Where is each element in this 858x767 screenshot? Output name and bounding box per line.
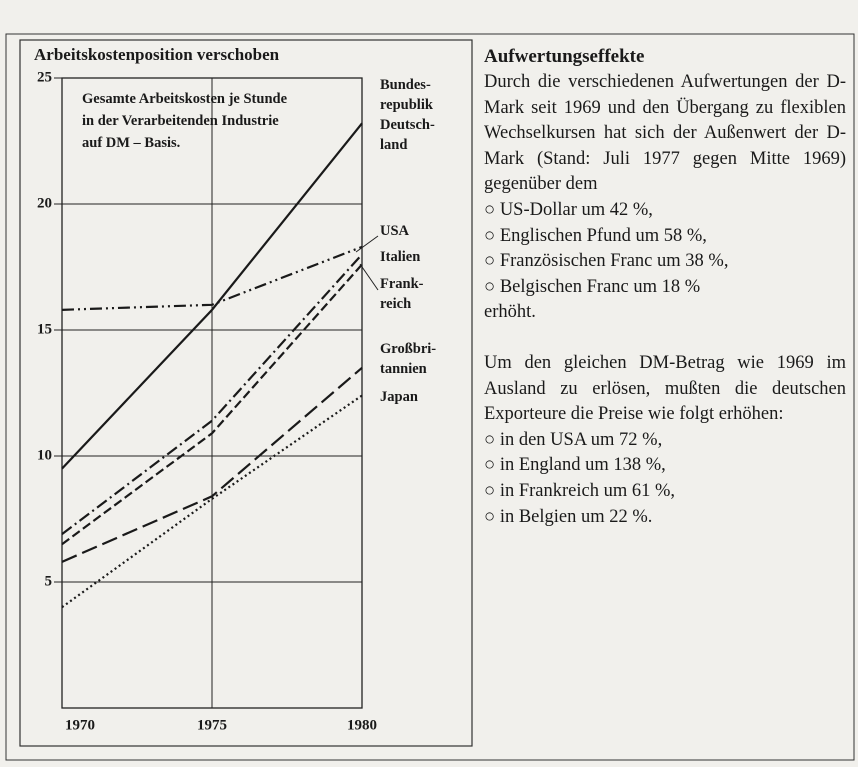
- series-label: Großbri-tannien: [380, 341, 436, 377]
- bullet: in England um 138 %,: [484, 453, 846, 479]
- paragraph: Durch die verschiedenen Aufwertungen der…: [484, 72, 846, 195]
- series-label: Italien: [380, 249, 420, 265]
- paragraph: erhöht.: [484, 302, 536, 323]
- series-line: [61, 394, 363, 609]
- series-line: [61, 366, 363, 563]
- leader-line: [355, 235, 379, 253]
- bullet: US-Dollar um 42 %,: [484, 198, 846, 224]
- bullet: in Frankreich um 61 %,: [484, 479, 846, 505]
- series-label: Frank-reich: [380, 276, 424, 312]
- y-tick-label: 5: [45, 573, 53, 589]
- series-label: Japan: [380, 389, 418, 405]
- paragraph: Um den gleichen DM-Betrag wie 1969 im Au…: [484, 352, 846, 425]
- chart-subtitle: Gesamte Arbeitskosten je Stunde in der Ve…: [82, 91, 288, 151]
- y-tick-label: 20: [37, 195, 52, 211]
- bullet: Englischen Pfund um 58 %,: [484, 224, 846, 250]
- series-line: [61, 122, 363, 470]
- series-label: USA: [380, 223, 410, 239]
- y-tick-label: 10: [37, 447, 52, 463]
- bullet: in den USA um 72 %,: [484, 428, 846, 454]
- bullet: Französischen Franc um 38 %,: [484, 249, 846, 275]
- chart-frame: [19, 39, 473, 747]
- spacer: [484, 326, 846, 351]
- series-line: [61, 245, 363, 311]
- chart-title: Arbeitskostenposition verschoben: [34, 45, 280, 64]
- series-label: Bundes-republik Deutsch-land: [380, 77, 435, 153]
- y-tick-label: 25: [37, 69, 52, 85]
- outer-frame: [5, 33, 855, 761]
- y-tick-label: 15: [37, 321, 52, 337]
- bullet-list: in den USA um 72 %,in England um 138 %,i…: [484, 428, 846, 530]
- x-tick-label: 1975: [197, 717, 227, 733]
- leader-line: [359, 263, 379, 291]
- article: Aufwertungseffekte Durch die verschieden…: [484, 44, 846, 530]
- heading: Aufwertungseffekte: [484, 46, 645, 67]
- x-tick-label: 1980: [347, 717, 377, 733]
- series-line: [61, 263, 363, 546]
- bullet-list: US-Dollar um 42 %,Englischen Pfund um 58…: [484, 198, 846, 300]
- x-tick-label: 1970: [65, 717, 95, 733]
- bullet: Belgischen Franc um 18 %: [484, 275, 846, 301]
- bullet: in Belgien um 22 %.: [484, 505, 846, 531]
- series-line: [61, 253, 363, 535]
